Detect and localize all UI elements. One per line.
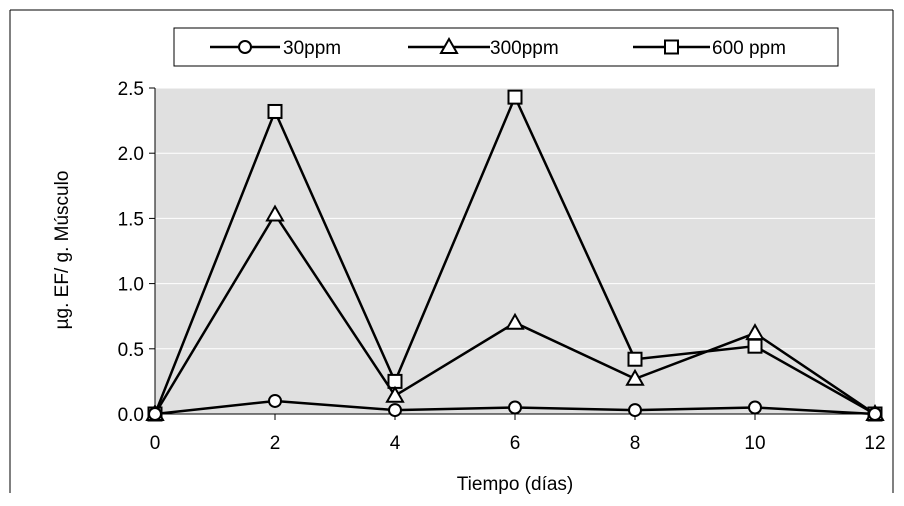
legend-label: 30ppm [283, 38, 341, 59]
data-point-600ppm [267, 103, 283, 119]
data-point-300ppm [385, 385, 405, 403]
data-point-300ppm [745, 323, 765, 341]
x-tick-label: 6 [510, 433, 521, 454]
x-axis-title: Tiempo (días) [457, 474, 574, 495]
data-point-300ppm [625, 368, 645, 386]
data-point-30ppm [268, 393, 282, 408]
x-tick-label: 10 [744, 433, 765, 454]
x-tick-label: 0 [150, 433, 161, 454]
legend-items: 30ppm 300ppm 600 ppm [210, 36, 786, 59]
data-point-30ppm [148, 407, 162, 421]
legend-label: 600 ppm [712, 38, 786, 59]
series-30ppm [148, 393, 882, 421]
y-tick-label: 0.5 [118, 340, 144, 361]
legend: 30ppm 300ppm 600 ppm [173, 27, 839, 67]
legend-label: 300ppm [490, 38, 559, 59]
legend-box [173, 27, 839, 67]
legend-marker-circle [238, 40, 252, 54]
legend-marker-triangle [439, 36, 459, 54]
data-point-30ppm [868, 407, 882, 421]
y-axis-ticks: 0.0 0.5 1.0 1.5 2.0 2.5 [118, 79, 155, 426]
y-tick-label: 2.5 [118, 79, 144, 100]
data-point-30ppm [388, 403, 402, 418]
legend-marker-square [664, 39, 679, 55]
data-point-30ppm [628, 403, 642, 418]
legend-item-600ppm: 600 ppm [633, 38, 786, 59]
data-point-30ppm [508, 400, 522, 415]
series-layer [145, 89, 885, 422]
legend-item-300ppm: 300ppm [408, 36, 559, 59]
data-point-600ppm [627, 351, 643, 367]
x-tick-label: 2 [270, 433, 281, 454]
x-tick-label: 12 [864, 433, 885, 454]
y-tick-label: 1.0 [118, 275, 144, 296]
legend-item-30ppm: 30ppm [210, 38, 341, 59]
plot-area [155, 88, 875, 414]
data-point-600ppm [747, 338, 763, 354]
x-tick-label: 4 [390, 433, 401, 454]
data-point-300ppm [265, 204, 285, 222]
data-point-30ppm [748, 400, 762, 415]
y-tick-label: 1.5 [118, 209, 144, 230]
x-tick-label: 8 [630, 433, 641, 454]
y-axis-title: µg. EF/ g. Músculo [52, 171, 73, 330]
data-point-300ppm [505, 312, 525, 330]
y-tick-label: 0.0 [118, 405, 144, 426]
x-axis-ticks: 0 2 4 6 8 10 12 [150, 414, 886, 454]
y-tick-label: 2.0 [118, 144, 144, 165]
data-point-600ppm [507, 89, 523, 105]
